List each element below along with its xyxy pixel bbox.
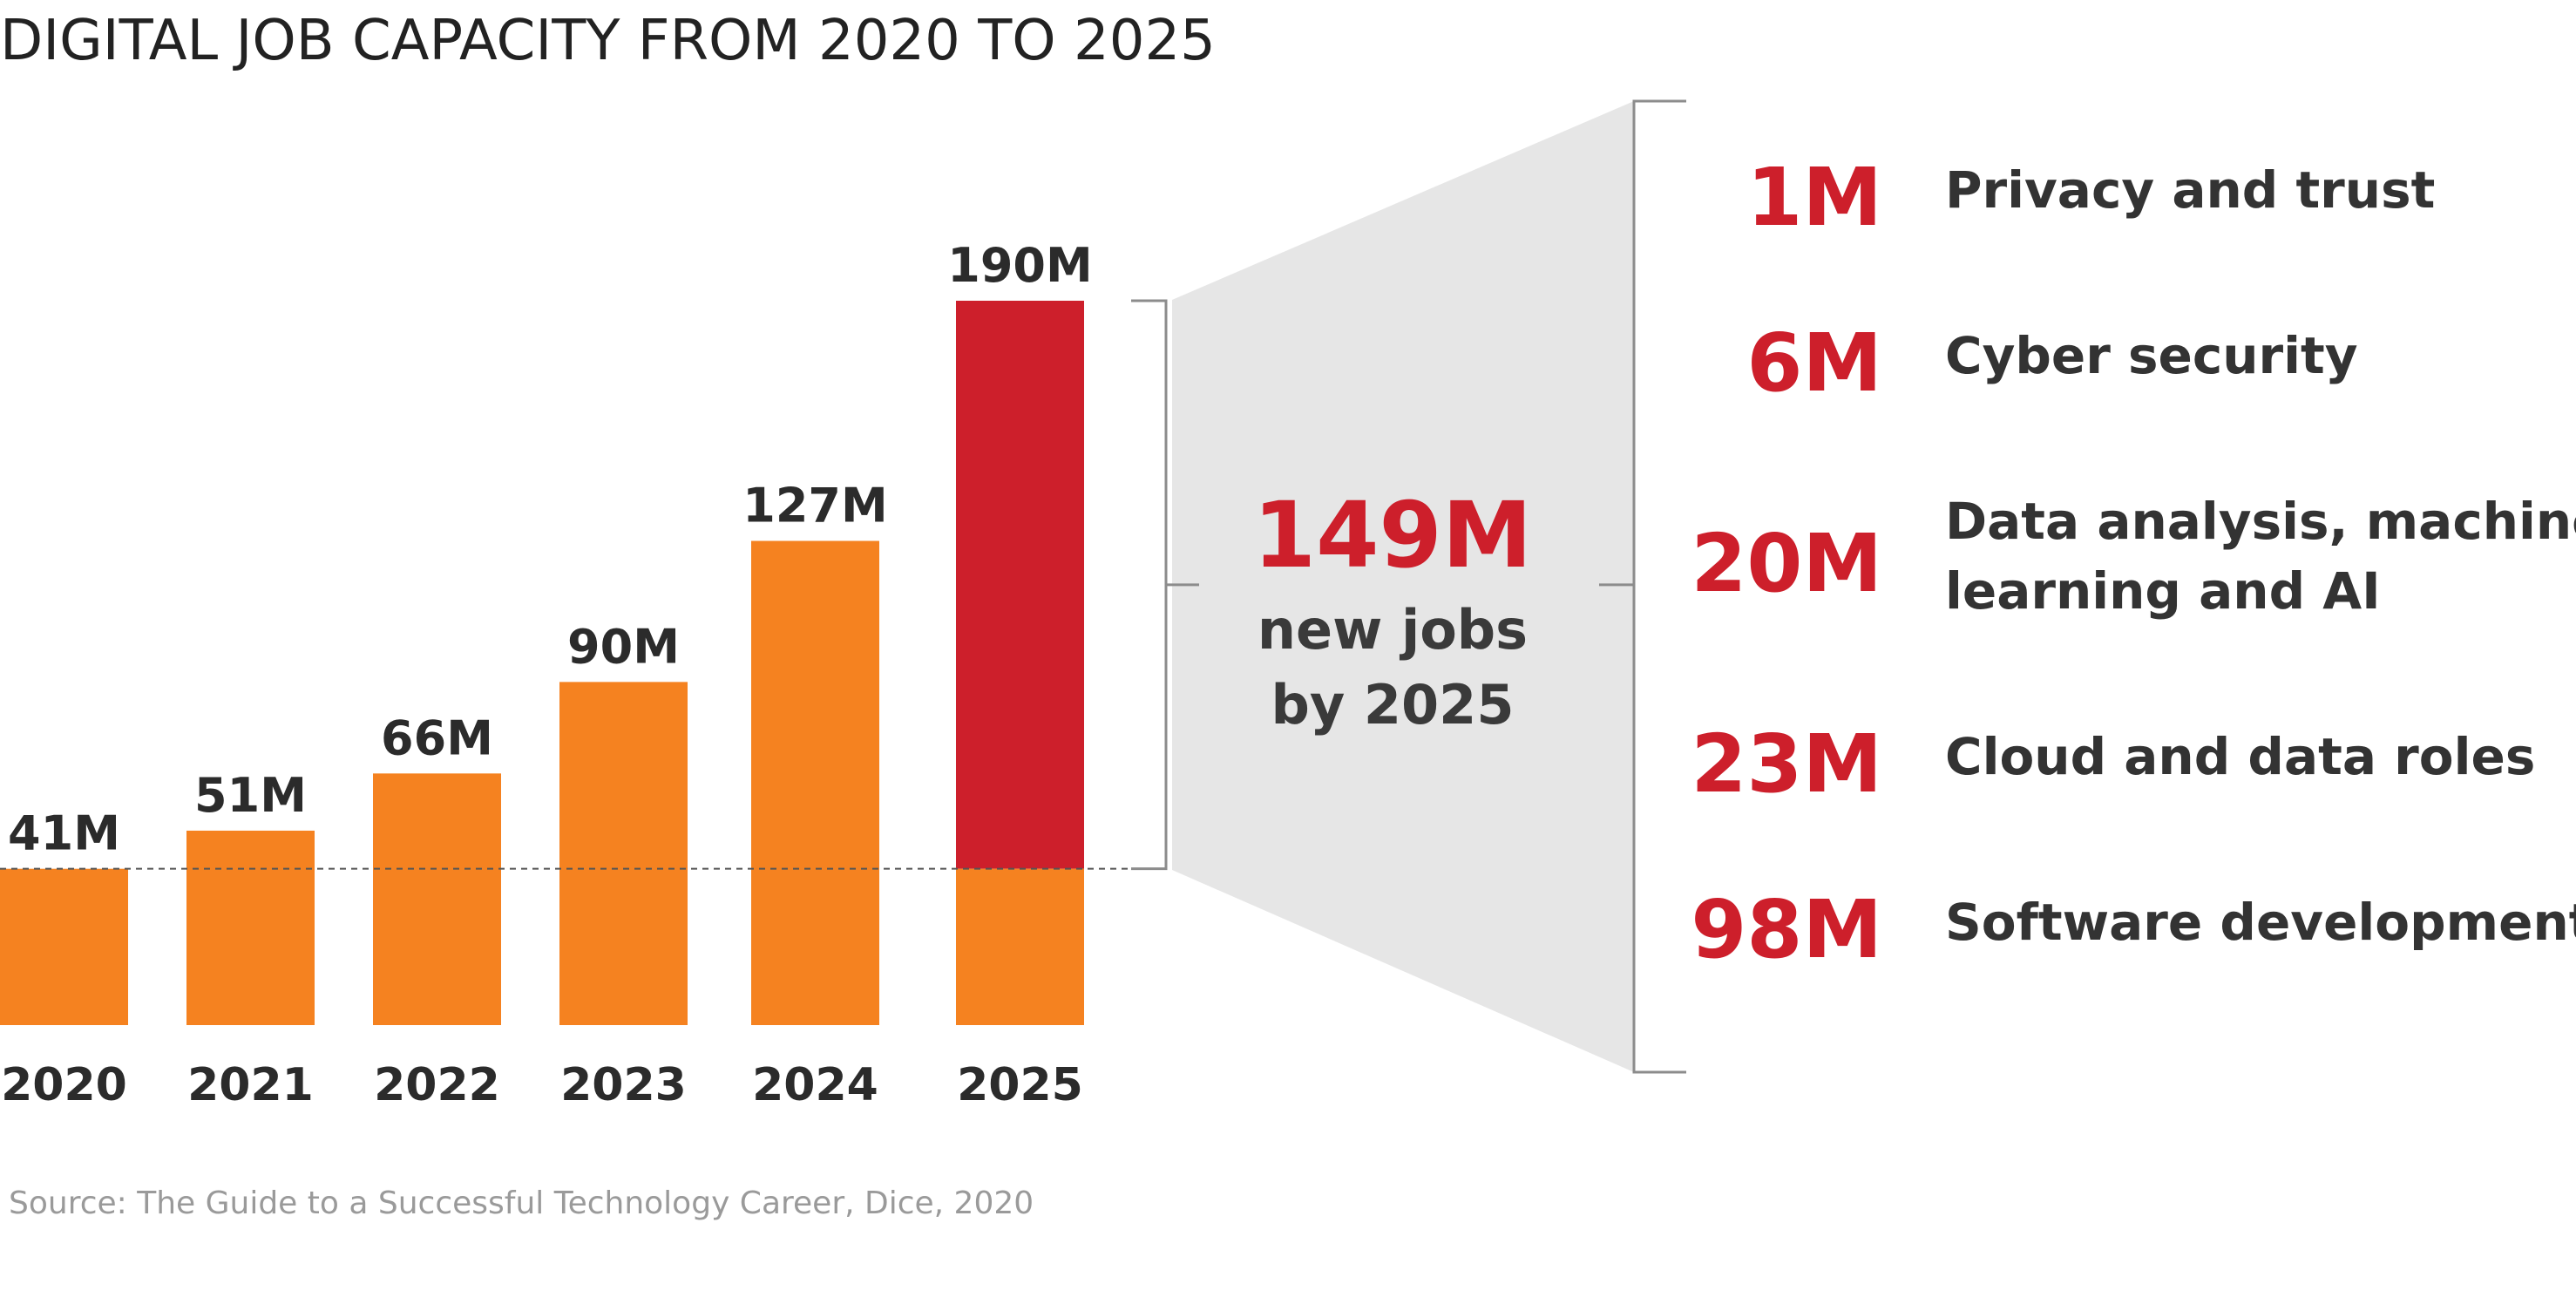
tick-label-2022: 2022 [374, 1059, 500, 1111]
source-note: Source: The Guide to a Successful Techno… [9, 1185, 1034, 1221]
bar-2021 [186, 830, 315, 1025]
chart-title: DIGITAL JOB CAPACITY FROM 2020 TO 2025 [0, 9, 1216, 73]
breakdown-list: 1M Privacy and trust 6M Cyber security 20M Da… [1691, 151, 2576, 976]
bar-2025-base-segment [956, 868, 1084, 1025]
bar-2023 [559, 682, 688, 1025]
bar-group: 41M 2020 51M 2021 66M 2022 90M 2023 127M 2024 190M… [0, 238, 1093, 1111]
breakdown-label-1-line-1: Privacy and trust [1945, 160, 2435, 220]
value-label-2020: 41M [8, 806, 120, 861]
breakdown-label-5-line-1: Software development [1945, 893, 2576, 952]
breakdown-value-5: 98M [1691, 883, 1882, 976]
breakdown-value-3: 20M [1691, 517, 1882, 610]
callout-line-2: by 2025 [1271, 673, 1515, 737]
callout-line-1: new jobs [1257, 598, 1528, 662]
breakdown-value-2: 6M [1746, 316, 1882, 410]
bar-2024 [751, 540, 879, 1025]
value-label-2021: 51M [194, 768, 307, 823]
tick-label-2021: 2021 [187, 1059, 314, 1111]
breakdown-label-3-line-1: Data analysis, machine [1945, 492, 2576, 551]
right-bracket [1599, 99, 1686, 1074]
breakdown-label-2-line-1: Cyber security [1945, 326, 2358, 385]
tick-label-2024: 2024 [752, 1059, 878, 1111]
value-label-2025: 190M [947, 238, 1092, 293]
value-label-2022: 66M [381, 710, 493, 765]
right-bracket-frame [1632, 99, 1686, 1074]
breakdown-value-1: 1M [1746, 151, 1882, 244]
left-bracket-frame [1131, 299, 1168, 871]
value-label-2024: 127M [742, 479, 887, 533]
left-bracket [1131, 299, 1199, 871]
funnel-shape [1172, 101, 1634, 1072]
value-label-2023: 90M [567, 619, 680, 674]
callout: 149M new jobs by 2025 [1253, 482, 1533, 737]
breakdown-value-4: 23M [1691, 717, 1882, 811]
tick-label-2025: 2025 [957, 1059, 1083, 1111]
bar-2022 [373, 773, 501, 1025]
callout-value: 149M [1253, 482, 1533, 588]
breakdown-label-4-line-1: Cloud and data roles [1945, 727, 2535, 786]
tick-label-2023: 2023 [560, 1059, 687, 1111]
tick-label-2020: 2020 [1, 1059, 127, 1111]
bar-2020 [0, 868, 128, 1025]
breakdown-label-3-line-2: learning and AI [1945, 561, 2381, 621]
bar-2025-growth-segment [956, 301, 1084, 869]
